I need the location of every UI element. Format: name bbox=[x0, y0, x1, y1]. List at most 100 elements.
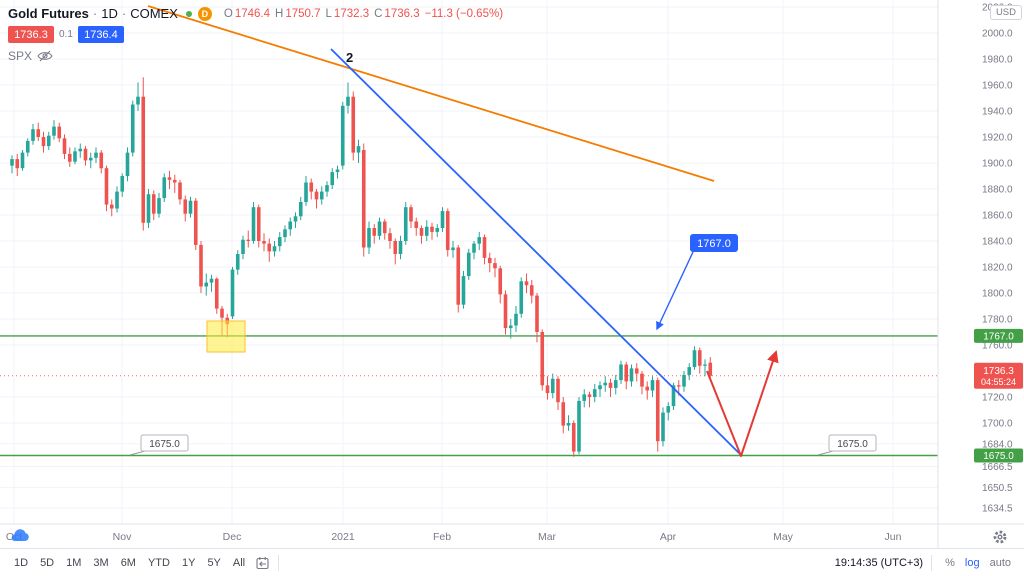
bid-ask-row: 1736.3 0.1 1736.4 bbox=[8, 26, 503, 43]
level-price-badge bbox=[974, 448, 1023, 463]
svg-text:1800.0: 1800.0 bbox=[982, 289, 1013, 300]
legend-separator: · bbox=[121, 6, 127, 21]
projection-arrow-drawing[interactable] bbox=[706, 350, 779, 457]
svg-text:2000.0: 2000.0 bbox=[982, 29, 1013, 40]
ohlc-values: O 1746.4 H 1750.7 L 1732.3 C 1736.3 −11.3 (−… bbox=[224, 8, 503, 20]
range-button-6M[interactable]: 6M bbox=[115, 554, 142, 572]
blue-trendline-drawing[interactable] bbox=[330, 48, 743, 457]
svg-text:1780.0: 1780.0 bbox=[982, 315, 1013, 326]
svg-text:1767.0: 1767.0 bbox=[697, 238, 731, 250]
compare-symbol-label[interactable]: SPX bbox=[8, 49, 33, 63]
chart-settings-gear-icon[interactable] bbox=[992, 529, 1008, 545]
price-chart[interactable]: 1767.01675.01675.022020.02000.01980.0196… bbox=[0, 0, 1024, 548]
low-value: 1732.3 bbox=[333, 7, 370, 20]
time-axis[interactable]: OctNovDec2021FebMarAprMayJun bbox=[6, 531, 902, 543]
spread-value: 0.1 bbox=[59, 29, 73, 40]
high-label: H bbox=[275, 7, 284, 20]
svg-text:1820.0: 1820.0 bbox=[982, 263, 1013, 274]
svg-text:1675.0: 1675.0 bbox=[983, 451, 1014, 462]
bottom-toolbar: 1D 5D 1M 3M 6M YTD 1Y 5Y All 19:14:35 (UTC+3) % … bbox=[0, 548, 1024, 576]
svg-text:Apr: Apr bbox=[660, 531, 677, 543]
highlight-rectangle-drawing[interactable] bbox=[206, 320, 246, 353]
svg-text:1760.0: 1760.0 bbox=[982, 341, 1013, 352]
range-button-YTD[interactable]: YTD bbox=[142, 554, 176, 572]
svg-text:1700.0: 1700.0 bbox=[982, 419, 1013, 430]
svg-text:2021: 2021 bbox=[331, 531, 355, 543]
svg-text:Dec: Dec bbox=[223, 531, 242, 543]
eye-off-icon[interactable] bbox=[37, 50, 53, 62]
level-note-drawing[interactable]: 1675.0 bbox=[129, 434, 189, 456]
svg-text:1675.0: 1675.0 bbox=[149, 439, 180, 450]
clock-utc-button[interactable]: 19:14:35 (UTC+3) bbox=[834, 556, 924, 569]
low-label: L bbox=[325, 7, 332, 20]
svg-text:1860.0: 1860.0 bbox=[982, 211, 1013, 222]
range-button-3M[interactable]: 3M bbox=[87, 554, 114, 572]
horizontal-level-lines[interactable] bbox=[0, 335, 938, 457]
svg-text:Mar: Mar bbox=[538, 531, 557, 543]
symbol-row: Gold Futures · 1D · COMEX D O 1746.4 H 175… bbox=[8, 6, 503, 21]
svg-text:1920.0: 1920.0 bbox=[982, 133, 1013, 144]
tradingview-logo-icon[interactable] bbox=[8, 528, 32, 543]
svg-text:1960.0: 1960.0 bbox=[982, 81, 1013, 92]
svg-text:Nov: Nov bbox=[113, 531, 132, 543]
range-button-5Y[interactable]: 5Y bbox=[201, 554, 226, 572]
svg-text:04:55:24: 04:55:24 bbox=[981, 377, 1016, 387]
candlesticks[interactable] bbox=[10, 77, 713, 457]
delayed-data-icon[interactable]: D bbox=[197, 6, 212, 21]
svg-text:1650.5: 1650.5 bbox=[982, 483, 1013, 494]
log-scale-button[interactable]: log bbox=[960, 554, 985, 572]
change-value: −11.3 (−0.65%) bbox=[424, 7, 504, 20]
svg-text:1880.0: 1880.0 bbox=[982, 185, 1013, 196]
svg-text:1840.0: 1840.0 bbox=[982, 237, 1013, 248]
exchange-label: COMEX bbox=[130, 6, 178, 21]
orange-trendline-drawing[interactable] bbox=[147, 5, 715, 182]
close-label: C bbox=[374, 7, 383, 20]
svg-text:1634.5: 1634.5 bbox=[982, 504, 1013, 515]
range-button-5D[interactable]: 5D bbox=[34, 554, 60, 572]
range-button-All[interactable]: All bbox=[227, 554, 251, 572]
wave-count-label[interactable]: 2 bbox=[346, 50, 353, 65]
auto-scale-button[interactable]: auto bbox=[985, 554, 1016, 572]
range-button-1D[interactable]: 1D bbox=[8, 554, 34, 572]
svg-text:May: May bbox=[773, 531, 794, 543]
svg-text:1736.3: 1736.3 bbox=[983, 366, 1014, 377]
svg-text:1940.0: 1940.0 bbox=[982, 107, 1013, 118]
svg-text:1980.0: 1980.0 bbox=[982, 55, 1013, 66]
high-value: 1750.7 bbox=[285, 7, 321, 20]
legend-separator: · bbox=[92, 6, 98, 21]
chart-pane[interactable]: 1767.01675.01675.022020.02000.01980.0196… bbox=[0, 0, 1024, 548]
sell-button[interactable]: 1736.3 bbox=[8, 26, 54, 43]
range-button-1Y[interactable]: 1Y bbox=[176, 554, 201, 572]
svg-text:Jun: Jun bbox=[885, 531, 902, 543]
open-value: 1746.4 bbox=[234, 7, 271, 20]
svg-text:1720.0: 1720.0 bbox=[982, 393, 1013, 404]
svg-text:1900.0: 1900.0 bbox=[982, 159, 1013, 170]
chart-legend: Gold Futures · 1D · COMEX D O 1746.4 H 175… bbox=[8, 6, 503, 63]
level-note-drawing[interactable]: 1675.0 bbox=[817, 434, 877, 456]
currency-button[interactable]: USD bbox=[989, 5, 1022, 20]
scale-controls: 19:14:35 (UTC+3) % log auto bbox=[835, 554, 1016, 572]
svg-text:Feb: Feb bbox=[433, 531, 451, 543]
price-axis[interactable]: 2020.02000.01980.01960.01940.01920.01900… bbox=[974, 3, 1023, 515]
buy-button[interactable]: 1736.4 bbox=[77, 26, 124, 43]
compare-symbol-row[interactable]: SPX bbox=[8, 49, 503, 63]
range-button-1M[interactable]: 1M bbox=[60, 554, 87, 572]
go-to-date-icon[interactable] bbox=[255, 556, 270, 570]
percent-scale-button[interactable]: % bbox=[940, 554, 960, 572]
market-status-icon bbox=[185, 10, 192, 17]
toolbar-divider bbox=[931, 554, 933, 571]
close-value: 1736.3 bbox=[384, 7, 420, 20]
svg-text:1767.0: 1767.0 bbox=[983, 331, 1014, 342]
interval-label[interactable]: 1D bbox=[101, 6, 118, 21]
open-label: O bbox=[223, 7, 233, 20]
price-callout-drawing[interactable]: 1767.0 bbox=[656, 234, 738, 331]
symbol-title[interactable]: Gold Futures bbox=[8, 6, 89, 21]
last-price-badge bbox=[974, 362, 1023, 389]
level-price-badge bbox=[974, 328, 1023, 343]
svg-text:1684.0: 1684.0 bbox=[982, 439, 1013, 450]
grid bbox=[0, 0, 938, 524]
range-selector: 1D 5D 1M 3M 6M YTD 1Y 5Y All bbox=[8, 553, 287, 572]
svg-text:1675.0: 1675.0 bbox=[837, 439, 868, 450]
toolbar-divider bbox=[278, 554, 280, 571]
